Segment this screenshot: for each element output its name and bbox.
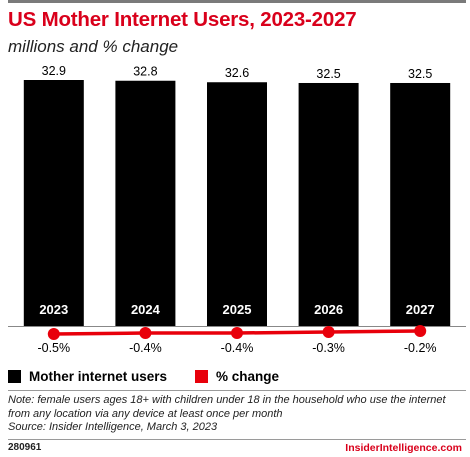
legend-label-change: % change bbox=[216, 368, 280, 384]
change-label-2026: -0.3% bbox=[312, 341, 345, 355]
category-label-2023: 2023 bbox=[39, 302, 68, 317]
change-point-2026 bbox=[322, 326, 335, 338]
note-text: Note: female users ages 18+ with childre… bbox=[8, 394, 446, 420]
category-label-2027: 2027 bbox=[406, 302, 435, 317]
bar-2023 bbox=[23, 80, 84, 326]
change-label-2023: -0.5% bbox=[37, 341, 70, 355]
top-rule bbox=[8, 0, 466, 3]
notes: Note: female users ages 18+ with childre… bbox=[8, 394, 466, 435]
legend-swatch-users bbox=[8, 369, 21, 383]
change-label-2025: -0.4% bbox=[221, 341, 254, 355]
category-label-2026: 2026 bbox=[314, 302, 343, 317]
bar-2025 bbox=[207, 82, 267, 326]
legend: Mother internet users % change bbox=[8, 367, 307, 385]
legend-label-users: Mother internet users bbox=[29, 368, 168, 384]
category-label-2024: 2024 bbox=[131, 302, 161, 317]
change-point-2024 bbox=[139, 327, 152, 339]
change-label-2027: -0.2% bbox=[404, 341, 437, 355]
bar-2027 bbox=[390, 82, 451, 327]
chart-id: 280961 bbox=[8, 442, 42, 453]
footer-divider bbox=[8, 439, 466, 440]
notes-divider bbox=[8, 390, 466, 391]
change-label-2024: -0.4% bbox=[129, 341, 162, 355]
bar-value-label-2027: 32.5 bbox=[408, 67, 432, 81]
bar-2026 bbox=[298, 82, 359, 327]
bar-2024 bbox=[115, 80, 176, 327]
brand-link[interactable]: InsiderIntelligence.com bbox=[345, 442, 462, 454]
category-label-2025: 2025 bbox=[223, 302, 252, 317]
bar-value-label-2025: 32.6 bbox=[225, 66, 249, 80]
chart-subtitle: millions and % change bbox=[8, 37, 179, 56]
chart-title: US Mother Internet Users, 2023-2027 bbox=[8, 8, 357, 31]
legend-item-change: % change bbox=[195, 369, 279, 384]
change-point-2023 bbox=[47, 328, 60, 340]
legend-item-users: Mother internet users bbox=[8, 369, 167, 384]
legend-swatch-change bbox=[195, 369, 209, 383]
change-point-2027 bbox=[414, 325, 427, 337]
bar-line-chart: 32.9 2023 32.8 2024 32.6 2025 32.5 2026 32.5 2027… bbox=[8, 64, 466, 355]
change-point-2025 bbox=[231, 327, 243, 339]
bar-value-label-2026: 32.5 bbox=[316, 67, 340, 81]
bar-value-label-2024: 32.8 bbox=[133, 65, 157, 79]
bar-value-label-2023: 32.9 bbox=[42, 64, 66, 78]
source-text: Source: Insider Intelligence, March 3, 2… bbox=[8, 421, 218, 433]
